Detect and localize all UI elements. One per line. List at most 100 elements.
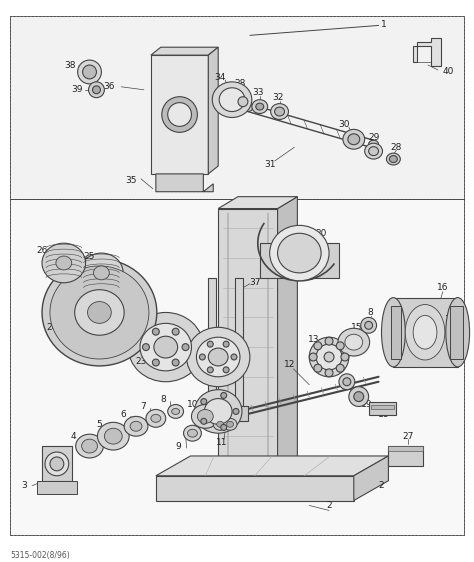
Ellipse shape: [271, 103, 289, 120]
Polygon shape: [151, 55, 208, 174]
Ellipse shape: [405, 305, 445, 360]
Ellipse shape: [88, 302, 111, 323]
Ellipse shape: [338, 328, 370, 356]
Ellipse shape: [75, 289, 124, 335]
Ellipse shape: [270, 225, 329, 281]
Circle shape: [211, 410, 219, 418]
Ellipse shape: [98, 422, 129, 450]
Polygon shape: [413, 38, 441, 66]
Polygon shape: [208, 47, 218, 174]
Text: 32: 32: [272, 93, 283, 102]
Ellipse shape: [104, 428, 122, 444]
Ellipse shape: [183, 425, 201, 441]
Ellipse shape: [93, 266, 109, 280]
Circle shape: [92, 86, 100, 94]
Circle shape: [341, 353, 349, 361]
Circle shape: [78, 60, 101, 84]
Bar: [371, 405, 394, 410]
Circle shape: [172, 328, 179, 335]
Ellipse shape: [172, 409, 180, 414]
Text: 22: 22: [193, 414, 204, 423]
Ellipse shape: [365, 143, 383, 159]
Text: 13: 13: [309, 335, 320, 344]
Polygon shape: [235, 278, 243, 406]
Text: 4: 4: [71, 432, 76, 441]
Circle shape: [82, 65, 96, 79]
Ellipse shape: [217, 422, 224, 427]
Ellipse shape: [213, 418, 227, 430]
Ellipse shape: [219, 88, 245, 111]
Bar: [388, 446, 423, 466]
Circle shape: [152, 328, 159, 335]
Ellipse shape: [42, 243, 86, 283]
Circle shape: [221, 392, 227, 398]
Polygon shape: [278, 197, 297, 496]
Polygon shape: [218, 197, 297, 209]
Ellipse shape: [197, 410, 213, 423]
Text: 5: 5: [97, 420, 102, 429]
Text: 2: 2: [326, 501, 332, 510]
Ellipse shape: [343, 129, 365, 149]
Text: 27: 27: [402, 432, 414, 441]
Ellipse shape: [130, 422, 142, 431]
Text: 8: 8: [160, 395, 165, 404]
Ellipse shape: [50, 266, 149, 359]
Text: 38: 38: [64, 61, 75, 70]
Text: 39: 39: [71, 85, 82, 94]
Polygon shape: [392, 306, 401, 359]
Polygon shape: [156, 456, 388, 476]
Text: 31: 31: [264, 160, 275, 169]
Ellipse shape: [56, 256, 72, 270]
Circle shape: [349, 387, 369, 406]
Ellipse shape: [369, 147, 379, 156]
Text: 11: 11: [217, 438, 228, 447]
Circle shape: [207, 341, 213, 347]
Circle shape: [325, 337, 333, 345]
Polygon shape: [42, 446, 72, 481]
Ellipse shape: [390, 156, 397, 162]
Text: 17: 17: [445, 315, 456, 324]
Ellipse shape: [82, 439, 98, 453]
Circle shape: [45, 452, 69, 476]
Text: 3: 3: [21, 481, 27, 490]
Circle shape: [223, 341, 229, 347]
Ellipse shape: [128, 312, 203, 382]
Ellipse shape: [154, 336, 178, 358]
Circle shape: [172, 359, 179, 366]
Polygon shape: [354, 456, 388, 501]
Ellipse shape: [140, 323, 191, 371]
Ellipse shape: [256, 103, 264, 110]
Text: 34: 34: [215, 74, 226, 83]
Ellipse shape: [208, 348, 228, 366]
Text: 23: 23: [135, 357, 146, 366]
Circle shape: [221, 424, 227, 430]
Ellipse shape: [76, 434, 103, 458]
Circle shape: [152, 359, 159, 366]
Ellipse shape: [204, 398, 232, 424]
Text: 26: 26: [36, 246, 48, 255]
Ellipse shape: [151, 414, 161, 422]
Circle shape: [309, 337, 349, 377]
Text: 25: 25: [84, 252, 95, 261]
Polygon shape: [393, 298, 458, 367]
Text: 5315-002(8/96): 5315-002(8/96): [10, 551, 70, 560]
Ellipse shape: [369, 140, 379, 148]
Ellipse shape: [382, 298, 405, 367]
Circle shape: [314, 364, 322, 372]
Circle shape: [201, 418, 207, 424]
Text: 10: 10: [187, 400, 198, 409]
Polygon shape: [203, 406, 248, 422]
Circle shape: [336, 342, 344, 350]
Ellipse shape: [42, 259, 157, 366]
Circle shape: [231, 354, 237, 360]
Ellipse shape: [191, 405, 219, 428]
Text: 36: 36: [104, 82, 115, 91]
Ellipse shape: [274, 107, 284, 116]
Circle shape: [354, 392, 364, 401]
Text: 21: 21: [191, 338, 202, 347]
Ellipse shape: [223, 418, 237, 430]
Ellipse shape: [168, 103, 191, 126]
Text: 7: 7: [140, 402, 146, 411]
Text: 35: 35: [125, 176, 137, 185]
Polygon shape: [151, 47, 218, 55]
